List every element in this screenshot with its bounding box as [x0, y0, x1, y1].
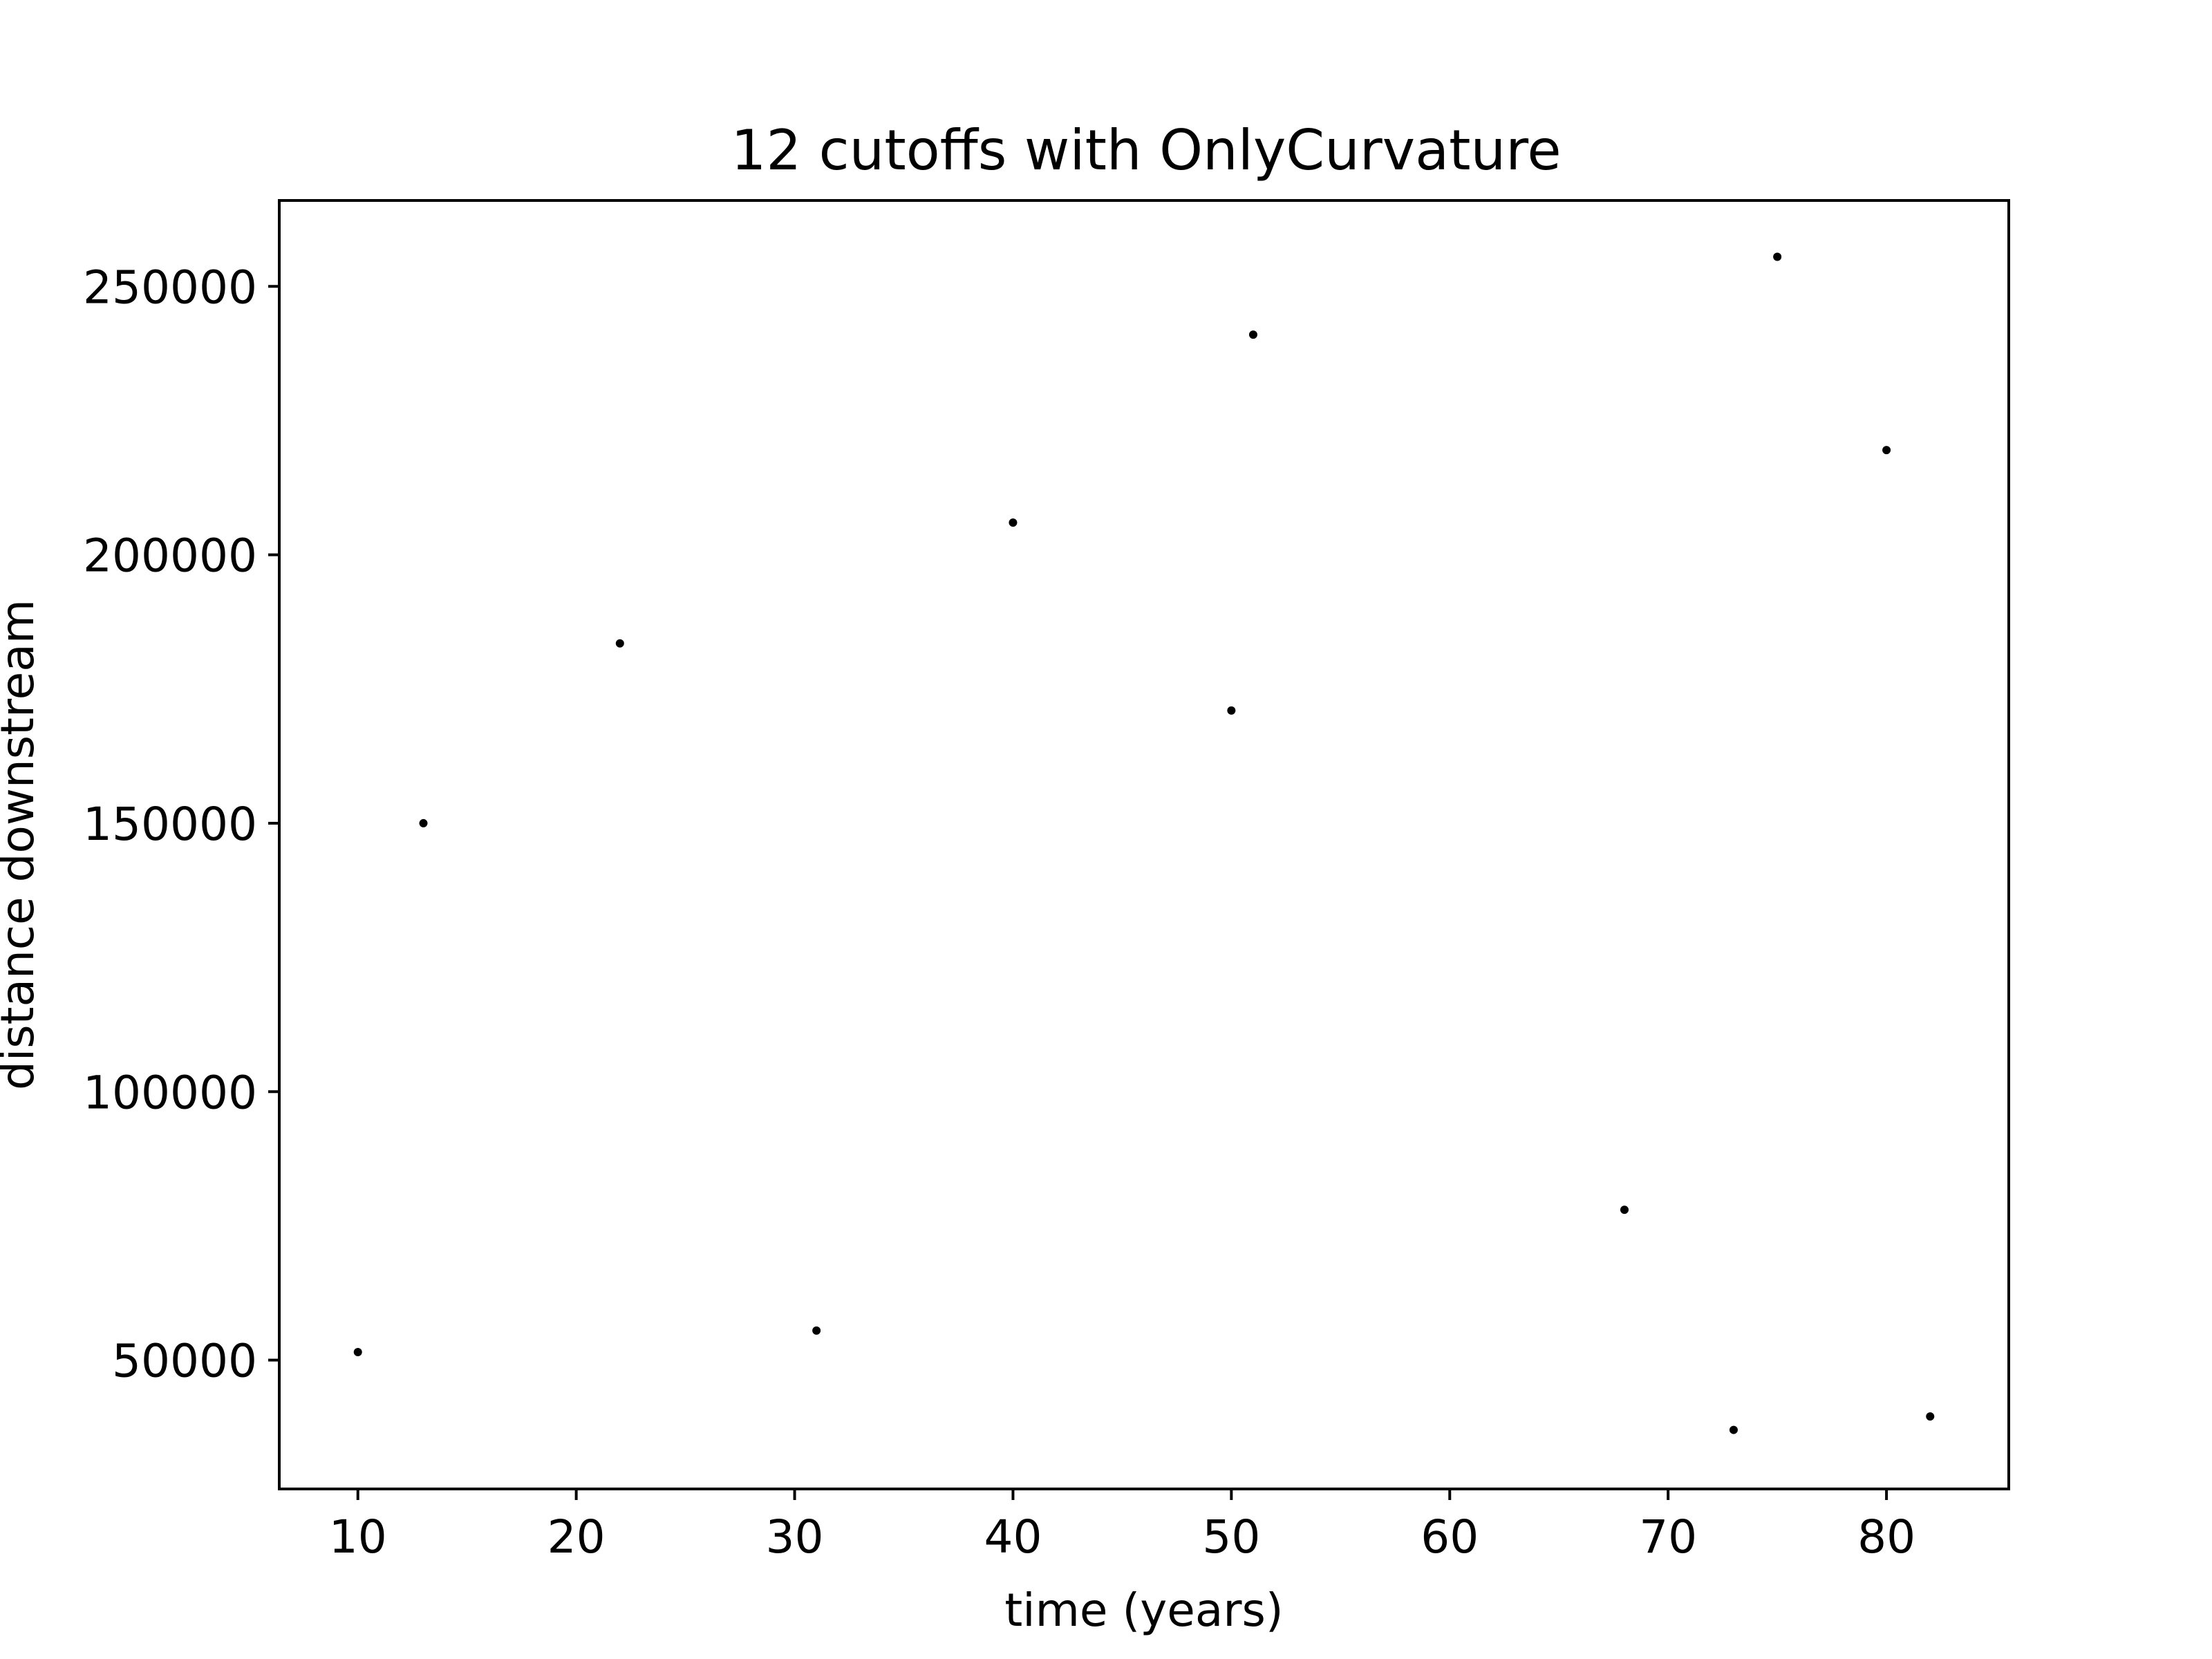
chart-title: 12 cutoffs with OnlyCurvature	[731, 118, 1561, 182]
data-point-5	[1009, 518, 1018, 527]
x-tick-label: 60	[1421, 1510, 1479, 1564]
data-point-12	[1926, 1412, 1935, 1421]
y-tick-label: 250000	[83, 261, 257, 314]
data-point-9	[1729, 1425, 1738, 1434]
data-point-6	[1227, 706, 1236, 715]
x-tick-label: 50	[1202, 1510, 1260, 1564]
y-axis-label: distance downstream	[0, 599, 44, 1090]
x-tick-label: 40	[984, 1510, 1042, 1564]
y-tick-label: 100000	[83, 1066, 257, 1119]
data-point-4	[812, 1326, 821, 1335]
data-point-1	[353, 1347, 362, 1356]
x-tick-label: 20	[547, 1510, 606, 1564]
data-point-11	[1882, 446, 1891, 455]
data-point-8	[1620, 1206, 1629, 1215]
data-point-7	[1248, 330, 1257, 339]
x-tick-label: 70	[1639, 1510, 1697, 1564]
y-tick-label: 200000	[83, 529, 257, 583]
data-point-3	[615, 639, 624, 648]
x-axis-ticks: 10 20 30 40 50 60 70 80	[329, 1489, 1915, 1564]
y-tick-label: 150000	[83, 798, 257, 851]
x-tick-label: 10	[329, 1510, 387, 1564]
data-point-2	[419, 818, 428, 827]
y-axis-ticks: 50000 100000 150000 200000 250000	[83, 261, 279, 1388]
x-axis-label: time (years)	[1004, 1584, 1283, 1637]
points-layer	[353, 252, 1935, 1434]
x-tick-label: 30	[766, 1510, 824, 1564]
plot-frame	[278, 199, 2010, 1490]
data-point-10	[1773, 252, 1782, 261]
x-tick-label: 80	[1857, 1510, 1915, 1564]
y-tick-label: 50000	[112, 1335, 257, 1388]
